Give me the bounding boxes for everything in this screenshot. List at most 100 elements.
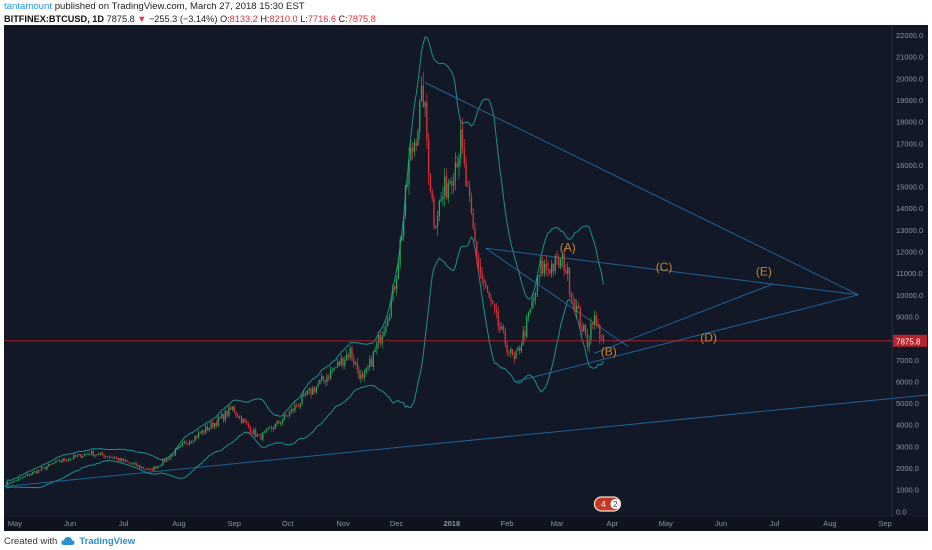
candle-body bbox=[408, 159, 410, 185]
candle-body bbox=[351, 347, 353, 359]
x-tick-label: Sep bbox=[878, 519, 891, 528]
candle-body bbox=[124, 459, 127, 462]
candle-body bbox=[324, 379, 326, 382]
candle-body bbox=[536, 276, 539, 293]
candle-body bbox=[212, 422, 214, 428]
candle-body bbox=[240, 416, 243, 424]
candle-body bbox=[292, 408, 294, 411]
price-chart[interactable]: 7875.8 (A) (B) (C) (D) (E) 0.0 1000.0 2000.0 3000… bbox=[4, 25, 928, 531]
y-tick-label: 16000.0 bbox=[896, 161, 923, 170]
candle-body bbox=[577, 305, 580, 309]
candle-body bbox=[269, 427, 271, 429]
candle-body bbox=[53, 462, 55, 464]
candle-body bbox=[231, 406, 234, 410]
candle-body bbox=[288, 411, 291, 416]
candle-body bbox=[308, 388, 310, 391]
candle-body bbox=[372, 352, 375, 367]
candle-body bbox=[304, 393, 307, 396]
candle-body bbox=[106, 456, 109, 458]
candle-body bbox=[552, 263, 555, 272]
y-tick-label: 9000.0 bbox=[896, 312, 919, 321]
candle-body bbox=[426, 102, 428, 141]
candle-body bbox=[520, 345, 523, 352]
candle-body bbox=[477, 257, 480, 266]
candle-body bbox=[329, 370, 332, 379]
candle-body bbox=[479, 265, 482, 274]
candle-body bbox=[281, 420, 284, 424]
tradingview-brand[interactable]: TradingView bbox=[79, 535, 136, 547]
candle-body bbox=[287, 415, 289, 417]
candle-body bbox=[219, 416, 221, 418]
candle-body bbox=[493, 303, 496, 310]
y-tick-label: 13000.0 bbox=[896, 226, 923, 235]
candle-body bbox=[69, 458, 71, 460]
candle-body bbox=[559, 259, 562, 268]
candle-body bbox=[588, 340, 590, 348]
candle-body bbox=[488, 292, 490, 299]
wave-label: (B) bbox=[601, 344, 617, 358]
candle-body bbox=[121, 458, 123, 461]
candle-body bbox=[162, 459, 164, 466]
candle-body bbox=[438, 201, 440, 217]
candle-body bbox=[156, 466, 159, 469]
candle-body bbox=[137, 465, 139, 467]
candle-body bbox=[394, 286, 396, 290]
candle-body bbox=[583, 324, 585, 332]
candle-body bbox=[62, 458, 64, 462]
candle-body bbox=[158, 465, 161, 467]
candle-body bbox=[445, 176, 448, 199]
footer: Created with TradingView bbox=[4, 532, 135, 550]
candle-body bbox=[28, 474, 30, 476]
candle-body bbox=[149, 468, 152, 470]
candle-body bbox=[497, 311, 499, 327]
y-tick-label: 5000.0 bbox=[896, 399, 919, 408]
candle-body bbox=[335, 366, 337, 369]
candle-body bbox=[7, 482, 9, 486]
candle-body bbox=[331, 370, 333, 372]
candle-body bbox=[463, 148, 465, 164]
candle-body bbox=[117, 458, 119, 461]
candle-body bbox=[190, 441, 193, 443]
trendline bbox=[515, 294, 859, 382]
wave-label: (C) bbox=[656, 260, 673, 274]
candle-body bbox=[495, 309, 498, 312]
trendline bbox=[485, 247, 859, 296]
chart-canvas[interactable]: 7875.8 (A) (B) (C) (D) (E) 0.0 1000.0 2000.0 3000… bbox=[4, 25, 928, 531]
candle-body bbox=[155, 466, 157, 469]
x-tick-label: May bbox=[8, 519, 22, 528]
candle-body bbox=[57, 459, 59, 461]
candle-body bbox=[565, 270, 567, 274]
candle-body bbox=[8, 482, 11, 484]
candle-body bbox=[290, 408, 292, 412]
candle-body bbox=[584, 324, 587, 335]
tradingview-cloud-icon[interactable] bbox=[61, 536, 75, 546]
candle-body bbox=[205, 426, 207, 433]
candle-body bbox=[310, 388, 312, 395]
candle-body bbox=[262, 432, 264, 440]
candle-body bbox=[301, 395, 303, 404]
candle-body bbox=[201, 430, 203, 434]
high-value: 8210.0 bbox=[269, 14, 298, 24]
candle-body bbox=[46, 466, 48, 469]
candle-body bbox=[114, 457, 116, 459]
candle-body bbox=[485, 283, 487, 286]
candle-body bbox=[526, 317, 528, 337]
x-tick-label: Nov bbox=[336, 519, 350, 528]
x-tick-label: 2018 bbox=[443, 519, 460, 528]
candle-body bbox=[427, 140, 430, 174]
author-link[interactable]: tantamount bbox=[4, 1, 53, 12]
candle-body bbox=[83, 454, 86, 457]
candle-body bbox=[242, 419, 244, 424]
trendline bbox=[4, 394, 928, 488]
candle-body bbox=[253, 429, 255, 434]
candle-body bbox=[285, 414, 287, 416]
candle-body bbox=[481, 273, 483, 280]
candle-body bbox=[98, 453, 100, 456]
candle-body bbox=[140, 467, 143, 468]
candle-body bbox=[199, 432, 202, 434]
x-tick-label: Aug bbox=[172, 519, 185, 528]
candle-body bbox=[23, 476, 25, 478]
candle-body bbox=[374, 349, 376, 353]
candle-body bbox=[419, 101, 421, 132]
candle-body bbox=[385, 326, 387, 333]
